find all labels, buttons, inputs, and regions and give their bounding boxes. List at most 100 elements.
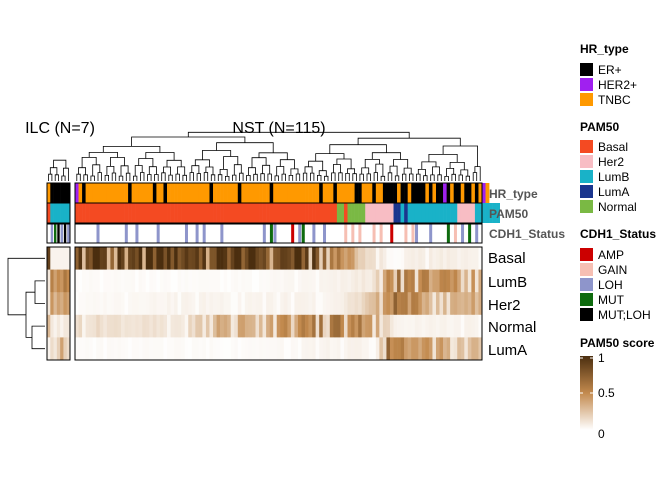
heat-cell [425, 337, 430, 361]
heat-cell [255, 314, 260, 338]
heat-cell [407, 314, 412, 338]
heat-cell [244, 269, 249, 293]
nst-pam50-cell [181, 203, 186, 223]
legend-swatch-luma [580, 185, 593, 198]
nst-pam50-cell [425, 203, 430, 223]
nst-pam50-cell [389, 203, 394, 223]
heat-cell [244, 337, 249, 361]
heat-cell [269, 269, 274, 293]
nst-cdh1-mark [262, 224, 266, 243]
heat-cell [128, 314, 132, 338]
nst-hr-cell [142, 183, 147, 203]
heat-cell [96, 292, 101, 316]
heat-cell [326, 337, 331, 361]
heat-cell [319, 337, 324, 361]
nst-pam50-cell [354, 203, 359, 223]
nst-pam50-cell [347, 203, 352, 223]
heat-cell [230, 337, 235, 361]
heat-cell [460, 269, 465, 293]
dendrogram-branch [446, 168, 455, 177]
heat-cell [124, 247, 129, 270]
nst-pam50-cell [340, 203, 345, 223]
nst-pam50-cell [216, 203, 221, 223]
dendrogram-branch [104, 175, 109, 181]
heat-cell [312, 247, 316, 270]
heat-cell [287, 269, 292, 293]
nst-pam50-cell [368, 203, 373, 223]
heat-cell [167, 269, 171, 293]
nst-hr-cell [216, 183, 221, 203]
heat-cell [117, 314, 122, 338]
heat-cell [319, 314, 324, 338]
heat-cell [425, 292, 430, 316]
heat-cell [397, 269, 401, 293]
heat-cell [99, 269, 104, 293]
colorbar-tick-0: 0 [598, 427, 605, 441]
heat-cell [117, 269, 122, 293]
legend-label-normal: Normal [598, 200, 637, 214]
nst-pam50-cell [259, 203, 263, 223]
heat-cell [407, 292, 412, 316]
heat-cell [149, 337, 154, 361]
heat-cell [312, 292, 316, 316]
heat-cell [121, 269, 125, 293]
heat-cell [124, 337, 129, 361]
heat-cell [386, 269, 391, 293]
dendrogram-branch [216, 142, 274, 153]
heat-cell [347, 292, 352, 316]
heat-cell [457, 314, 462, 338]
nst-hr-cell [255, 183, 260, 203]
nst-hr-cell [450, 183, 454, 203]
dendrogram-branch [364, 159, 380, 168]
heat-cell [471, 269, 476, 293]
nst-cdh1-mark [390, 224, 394, 243]
heat-cell [450, 247, 454, 270]
dendrogram-branch [205, 166, 214, 175]
dendrogram-branch [304, 166, 313, 174]
heat-cell [195, 337, 200, 361]
nst-hr-cell [251, 183, 256, 203]
heat-cell [354, 292, 359, 316]
heat-cell [411, 292, 416, 316]
heat-cell [220, 247, 224, 270]
heat-cell [227, 269, 232, 293]
nst-hr-cell [365, 183, 370, 203]
heat-cell [47, 337, 51, 361]
heat-cell [428, 247, 433, 270]
heat-cell [471, 314, 476, 338]
heat-cell [382, 269, 387, 293]
heat-cell [121, 292, 125, 316]
dendrogram-branch [90, 175, 95, 181]
heat-cell [312, 314, 316, 338]
heat-cell [223, 247, 228, 270]
heat-cell [294, 292, 299, 316]
dendrogram-branch [92, 164, 101, 176]
heat-cell [163, 269, 168, 293]
heat-cell [276, 292, 281, 316]
heat-cell [308, 337, 313, 361]
heat-cell [138, 337, 143, 361]
nst-pam50-cell [131, 203, 136, 223]
heat-cell [474, 269, 479, 293]
nst-pam50-cell [99, 203, 104, 223]
dendrogram-branch [451, 173, 456, 181]
nst-pam50-cell [167, 203, 171, 223]
nst-hr-cell [393, 183, 398, 203]
heat-cell [411, 314, 416, 338]
nst-hr-cell [485, 183, 490, 203]
nst-pam50-cell [474, 203, 479, 223]
heat-cell [283, 337, 288, 361]
nst-pam50-cell [191, 203, 196, 223]
heat-cell [372, 269, 377, 293]
heat-cell [336, 292, 341, 316]
heat-cell [177, 247, 182, 270]
nst-cdh1-mark [269, 224, 273, 243]
heat-cell [421, 314, 426, 338]
heat-cell [333, 292, 338, 316]
nst-hr-cell [464, 183, 469, 203]
nst-pam50-cell [446, 203, 451, 223]
nst-cdh1-mark [291, 224, 295, 243]
dendrogram-branch [187, 131, 410, 139]
heat-cell [53, 292, 58, 316]
heat-cell [56, 269, 61, 293]
